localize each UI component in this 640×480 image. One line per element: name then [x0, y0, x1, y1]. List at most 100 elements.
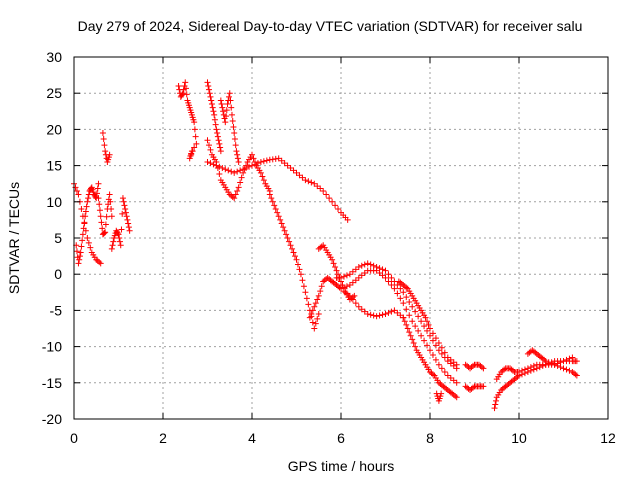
data-point	[259, 173, 266, 180]
data-point	[219, 104, 226, 111]
data-point	[453, 394, 460, 401]
data-point	[266, 191, 273, 198]
data-point	[401, 318, 408, 325]
data-point	[191, 144, 198, 151]
data-point	[563, 366, 570, 373]
data-point	[234, 155, 241, 162]
data-point	[97, 260, 104, 267]
data-point	[224, 101, 231, 108]
data-point	[569, 354, 576, 361]
data-point	[382, 311, 389, 318]
data-point	[225, 167, 232, 174]
data-point	[257, 169, 264, 176]
series-arc-18	[395, 278, 460, 368]
x-tick-label: 10	[511, 430, 527, 446]
data-point	[400, 314, 407, 321]
data-point	[309, 319, 316, 326]
data-point	[88, 185, 95, 192]
data-point	[318, 243, 325, 250]
data-point	[397, 285, 404, 292]
data-point	[501, 366, 508, 373]
data-point	[557, 359, 564, 366]
x-tick-label: 12	[600, 430, 616, 446]
data-point	[329, 256, 336, 263]
data-point	[277, 216, 284, 223]
data-point	[214, 133, 221, 140]
data-point	[222, 166, 229, 173]
data-point	[308, 179, 315, 186]
data-point	[415, 327, 422, 334]
data-point	[435, 361, 442, 368]
data-point	[548, 360, 555, 367]
data-point	[243, 165, 250, 172]
data-point	[293, 256, 300, 263]
data-point	[95, 180, 102, 187]
data-point	[361, 261, 368, 268]
x-axis-ticks: 0 2 4 6 8 10 12	[70, 57, 616, 446]
series-arc-23	[493, 361, 580, 383]
data-point	[302, 289, 309, 296]
data-point	[518, 367, 525, 374]
data-point	[432, 335, 439, 342]
data-point	[123, 213, 130, 220]
data-point	[312, 320, 319, 327]
y-axis-label: SDTVAR / TECUs	[6, 182, 22, 294]
data-point	[186, 155, 193, 162]
data-point	[102, 221, 109, 228]
y-tick-label: 15	[46, 158, 62, 174]
data-point	[323, 191, 330, 198]
data-point	[99, 130, 106, 137]
data-point	[409, 318, 416, 325]
data-point	[572, 371, 579, 378]
data-point	[108, 206, 115, 213]
data-point	[318, 283, 325, 290]
data-point	[566, 367, 573, 374]
data-point	[427, 347, 433, 354]
data-point	[95, 195, 102, 202]
y-tick-label: 10	[46, 194, 62, 210]
data-point	[230, 123, 237, 130]
data-point	[207, 146, 214, 153]
data-point	[438, 344, 445, 351]
data-point	[99, 225, 106, 232]
data-point	[274, 209, 281, 216]
data-point	[373, 313, 380, 320]
data-point	[400, 289, 407, 296]
data-point	[191, 119, 198, 126]
y-tick-label: 20	[46, 121, 62, 137]
data-point	[478, 364, 485, 371]
y-tick-label: 0	[54, 266, 62, 282]
data-point	[192, 133, 199, 140]
data-point	[338, 274, 344, 281]
data-point	[232, 191, 239, 198]
data-point	[367, 311, 374, 318]
data-point	[333, 267, 340, 274]
data-point	[286, 238, 293, 245]
data-point	[102, 148, 109, 155]
series-arc-3	[95, 191, 115, 238]
data-point	[343, 272, 350, 279]
data-point	[573, 372, 580, 379]
data-point	[231, 195, 238, 202]
data-point	[249, 162, 255, 169]
data-point	[227, 97, 234, 104]
series-arc-7	[186, 144, 198, 162]
data-point	[435, 339, 442, 346]
data-point	[364, 311, 371, 318]
data-point	[206, 90, 213, 97]
data-point	[100, 230, 107, 237]
data-point	[228, 111, 235, 118]
data-point	[379, 266, 386, 273]
data-point	[340, 273, 347, 280]
data-point	[492, 401, 499, 408]
data-point	[406, 329, 413, 336]
y-tick-label: -15	[42, 375, 62, 391]
data-point	[409, 303, 416, 310]
data-point	[78, 243, 85, 250]
data-point	[470, 384, 477, 391]
data-point	[237, 179, 244, 186]
data-point	[425, 321, 432, 328]
data-point	[83, 203, 90, 210]
data-point	[211, 116, 218, 123]
